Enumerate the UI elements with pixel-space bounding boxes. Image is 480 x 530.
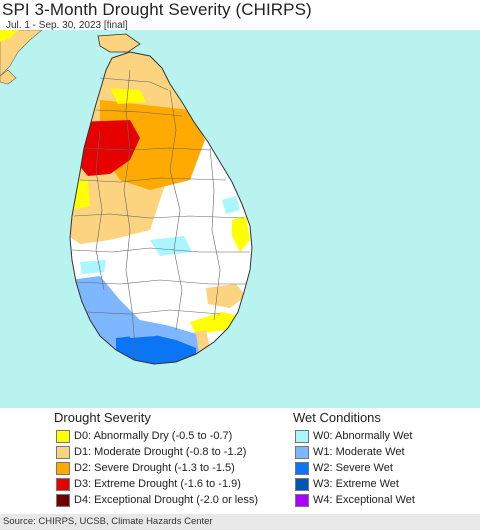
drought-legend-title: Drought Severity: [54, 410, 151, 425]
w0-swatch: [295, 429, 309, 443]
d0-swatch: [56, 429, 70, 443]
w2-label: W2: Severe Wet: [313, 462, 393, 474]
w4-swatch: [295, 493, 309, 507]
jaffna-peninsula: [97, 33, 141, 53]
map-title: SPI 3-Month Drought Severity (CHIRPS): [2, 0, 312, 19]
w3-swatch: [295, 477, 309, 491]
w2-swatch: [295, 461, 309, 475]
legend-item-w1: W1: Moderate Wet: [295, 444, 405, 460]
d3-label: D3: Extreme Drought (-1.6 to -1.9): [74, 478, 241, 490]
india-landmass-2: [0, 69, 17, 85]
india-dry-patch: [0, 30, 18, 42]
district-boundaries: [71, 69, 250, 361]
d0-region-north: [110, 88, 146, 104]
d0-label: D0: Abnormally Dry (-0.5 to -0.7): [74, 430, 233, 442]
source-credit: Source: CHIRPS, UCSB, Climate Hazards Ce…: [3, 516, 213, 527]
d3-region-west: [76, 120, 140, 176]
d2-label: D2: Severe Drought (-1.3 to -1.5): [74, 462, 235, 474]
footer-bar: Source: CHIRPS, UCSB, Climate Hazards Ce…: [0, 514, 480, 530]
d0-region-west: [70, 180, 90, 210]
w1-swatch: [295, 445, 309, 459]
legend-item-d2: D2: Severe Drought (-1.3 to -1.5): [56, 460, 235, 476]
d0-region-east: [232, 216, 250, 252]
w1-label: W1: Moderate Wet: [313, 446, 405, 458]
legend-item-w0: W0: Abnormally Wet: [295, 428, 412, 444]
legend-item-d1: D1: Moderate Drought (-0.8 to -1.2): [56, 444, 246, 460]
w4-label: W4: Exceptional Wet: [313, 494, 415, 506]
d0-region-southeast: [190, 312, 238, 334]
india-landmass: [0, 30, 43, 77]
w0-region-west: [80, 260, 106, 274]
d2-swatch: [56, 461, 70, 475]
map-subtitle: Jul. 1 - Sep. 30, 2023 [final]: [6, 20, 128, 31]
legend-item-d3: D3: Extreme Drought (-1.6 to -1.9): [56, 476, 241, 492]
w3-label: W3: Extreme Wet: [313, 478, 399, 490]
w0-label: W0: Abnormally Wet: [313, 430, 413, 442]
legend-panel: Drought Severity Wet Conditions D0: Abno…: [0, 408, 480, 514]
d4-label: D4: Exceptional Drought (-2.0 or less): [74, 494, 259, 506]
map-area[interactable]: [0, 30, 480, 408]
w2-region-south: [116, 334, 196, 364]
legend-item-d4: D4: Exceptional Drought (-2.0 or less): [56, 492, 258, 508]
d1-swatch: [56, 445, 70, 459]
d1-label: D1: Moderate Drought (-0.8 to -1.2): [74, 446, 247, 458]
d3-swatch: [56, 477, 70, 491]
legend-item-w3: W3: Extreme Wet: [295, 476, 399, 492]
w0-region-center: [150, 236, 192, 256]
legend-item-d0: D0: Abnormally Dry (-0.5 to -0.7): [56, 428, 232, 444]
wet-legend-title: Wet Conditions: [293, 410, 381, 425]
drought-map: [0, 30, 253, 365]
legend-item-w4: W4: Exceptional Wet: [295, 492, 415, 508]
d4-swatch: [56, 493, 70, 507]
sri-lanka-outline: [69, 51, 253, 365]
w0-region-east: [222, 196, 240, 214]
legend-item-w2: W2: Severe Wet: [295, 460, 393, 476]
